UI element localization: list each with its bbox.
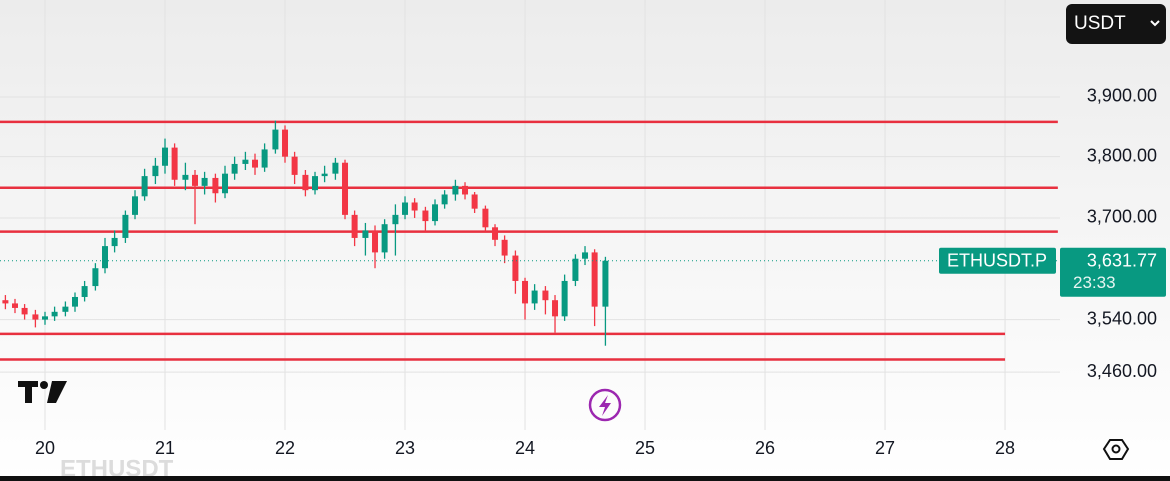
candle-body (32, 314, 39, 320)
plot (0, 120, 1060, 361)
candle-body (102, 246, 109, 269)
candle-body (542, 290, 549, 301)
candle-body (182, 174, 189, 180)
candle-body (282, 129, 289, 157)
candle-body (312, 176, 319, 191)
y-tick-label: 3,540.00 (1087, 308, 1157, 328)
candle-body (72, 296, 79, 307)
currency-label: USDT (1074, 13, 1126, 34)
candle-body (12, 303, 19, 308)
candle-body (111, 237, 118, 247)
candle-body (272, 129, 279, 150)
symbol-tag (939, 247, 1056, 274)
candle-body (332, 162, 339, 174)
candle-body (402, 202, 409, 215)
candle-body (342, 162, 349, 215)
candle-body (171, 147, 178, 180)
candle-body (62, 306, 69, 312)
price-labels: 3,900.00 3,800.00 3,700.00 3,540.00 3,460.00… (35, 86, 1166, 458)
settings-button[interactable] (1102, 439, 1130, 460)
candle-body (381, 224, 388, 253)
candle-body (302, 174, 309, 191)
x-tick-label: 22 (275, 438, 295, 458)
last-price-label: 3,631.77 (1087, 251, 1157, 271)
candle-body (462, 185, 469, 195)
candle-body (372, 230, 379, 253)
candle-body (2, 300, 9, 304)
candle-body (51, 311, 58, 317)
candle-body (492, 227, 499, 240)
x-tick-label: 26 (755, 438, 775, 458)
currency-selector[interactable]: USDT (1066, 4, 1166, 44)
candle-body (591, 252, 598, 307)
candle-body (261, 149, 268, 168)
x-tick-label: 24 (515, 438, 535, 458)
lightning-button[interactable] (588, 388, 622, 422)
logo (18, 381, 67, 403)
candle-body (501, 239, 508, 256)
candle-body (351, 214, 358, 238)
candle-body (552, 300, 559, 317)
chevron (1150, 20, 1160, 27)
x-tick-label: 23 (395, 438, 415, 458)
candle-body (201, 177, 208, 186)
candle-body (362, 230, 369, 238)
candle-body (602, 260, 609, 307)
y-tick-label: 3,460.00 (1087, 361, 1157, 381)
candle-body (512, 255, 519, 281)
candle-body (231, 163, 238, 174)
x-tick-label: 20 (35, 438, 55, 458)
y-tick-label: 3,900.00 (1087, 86, 1157, 106)
candle-body (222, 173, 229, 194)
candle-body (92, 268, 99, 287)
candle-body (122, 214, 129, 238)
candle-body (452, 185, 459, 195)
candle-body (212, 177, 219, 194)
symbol-label: ETHUSDT.P (947, 251, 1047, 271)
candle-body (572, 258, 579, 281)
y-tick-label: 3,800.00 (1087, 145, 1157, 165)
x-tick-label: 21 (155, 438, 175, 458)
candle-body (81, 286, 88, 297)
candle-body (252, 159, 259, 168)
candle-body (242, 159, 249, 164)
candle-body (522, 280, 529, 304)
candle-body (291, 156, 298, 175)
x-tick-label: 25 (635, 438, 655, 458)
candle-body (432, 204, 439, 222)
candle-body (152, 165, 159, 177)
x-tick-label: 28 (995, 438, 1015, 458)
candle-body (561, 280, 568, 317)
countdown-label: 23:33 (1073, 273, 1116, 292)
candle-body (471, 194, 478, 209)
candle-body (582, 252, 589, 259)
x-tick-label: 27 (875, 438, 895, 458)
candle-body (21, 307, 28, 315)
candle-body (482, 208, 489, 228)
candle-body (132, 196, 139, 215)
candle-body (392, 214, 399, 225)
candle-body (441, 194, 448, 205)
y-tick-label: 3,700.00 (1087, 207, 1157, 227)
candle-body (42, 316, 49, 320)
candle-body (141, 176, 148, 197)
candle-body (192, 174, 199, 186)
candle-body (411, 202, 418, 211)
candle-body (321, 173, 328, 177)
candle-body (422, 210, 429, 222)
price-tag (1060, 247, 1166, 297)
candle-body (162, 147, 169, 166)
bottom-bar (0, 476, 1170, 481)
candle-body (531, 290, 538, 304)
